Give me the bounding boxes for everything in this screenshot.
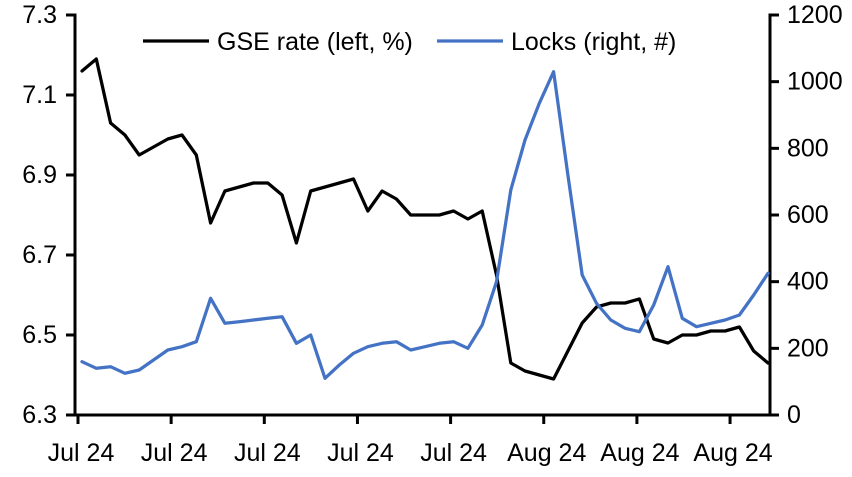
right-axis-tick-label: 200 xyxy=(787,334,829,362)
x-axis-tick-label: Jul 24 xyxy=(48,439,115,467)
series-lines xyxy=(80,57,770,381)
axis-ticks xyxy=(66,13,779,424)
locks-series-line xyxy=(80,70,770,380)
right-axis-tick-label: 1000 xyxy=(787,68,843,96)
axis-tick-labels: 7.3 7.1 6.9 6.7 6.5 6.3 1200 1000 800 600 400 200 0 J… xyxy=(22,1,842,467)
right-axis-tick-label: 600 xyxy=(787,201,829,229)
x-axis-tick-label: Aug 24 xyxy=(600,439,679,467)
x-axis-tick-label: Jul 24 xyxy=(327,439,394,467)
left-axis-tick-label: 6.7 xyxy=(22,241,57,269)
locks-legend-label: Locks (right, #) xyxy=(511,28,676,56)
x-axis-tick-label: Jul 24 xyxy=(141,439,208,467)
right-axis-tick-label: 1200 xyxy=(787,1,843,29)
left-axis-tick-label: 6.9 xyxy=(22,161,57,189)
left-axis-tick-label: 7.3 xyxy=(22,1,57,29)
left-axis-tick-label: 6.5 xyxy=(22,321,57,349)
left-axis-tick-label: 6.3 xyxy=(22,401,57,429)
x-axis-tick-label: Jul 24 xyxy=(234,439,301,467)
gse-rate-series-line xyxy=(80,57,770,381)
x-axis-tick-label: Jul 24 xyxy=(420,439,487,467)
right-axis-tick-label: 0 xyxy=(787,401,801,429)
legend: GSE rate (left, %) Locks (right, #) xyxy=(143,28,676,56)
right-axis-tick-label: 400 xyxy=(787,268,829,296)
x-axis-tick-label: Aug 24 xyxy=(693,439,772,467)
right-axis-tick-label: 800 xyxy=(787,134,829,162)
x-axis-tick-label: Aug 24 xyxy=(507,439,586,467)
left-axis-tick-label: 7.1 xyxy=(22,81,57,109)
gse-rate-legend-label: GSE rate (left, %) xyxy=(217,28,413,56)
